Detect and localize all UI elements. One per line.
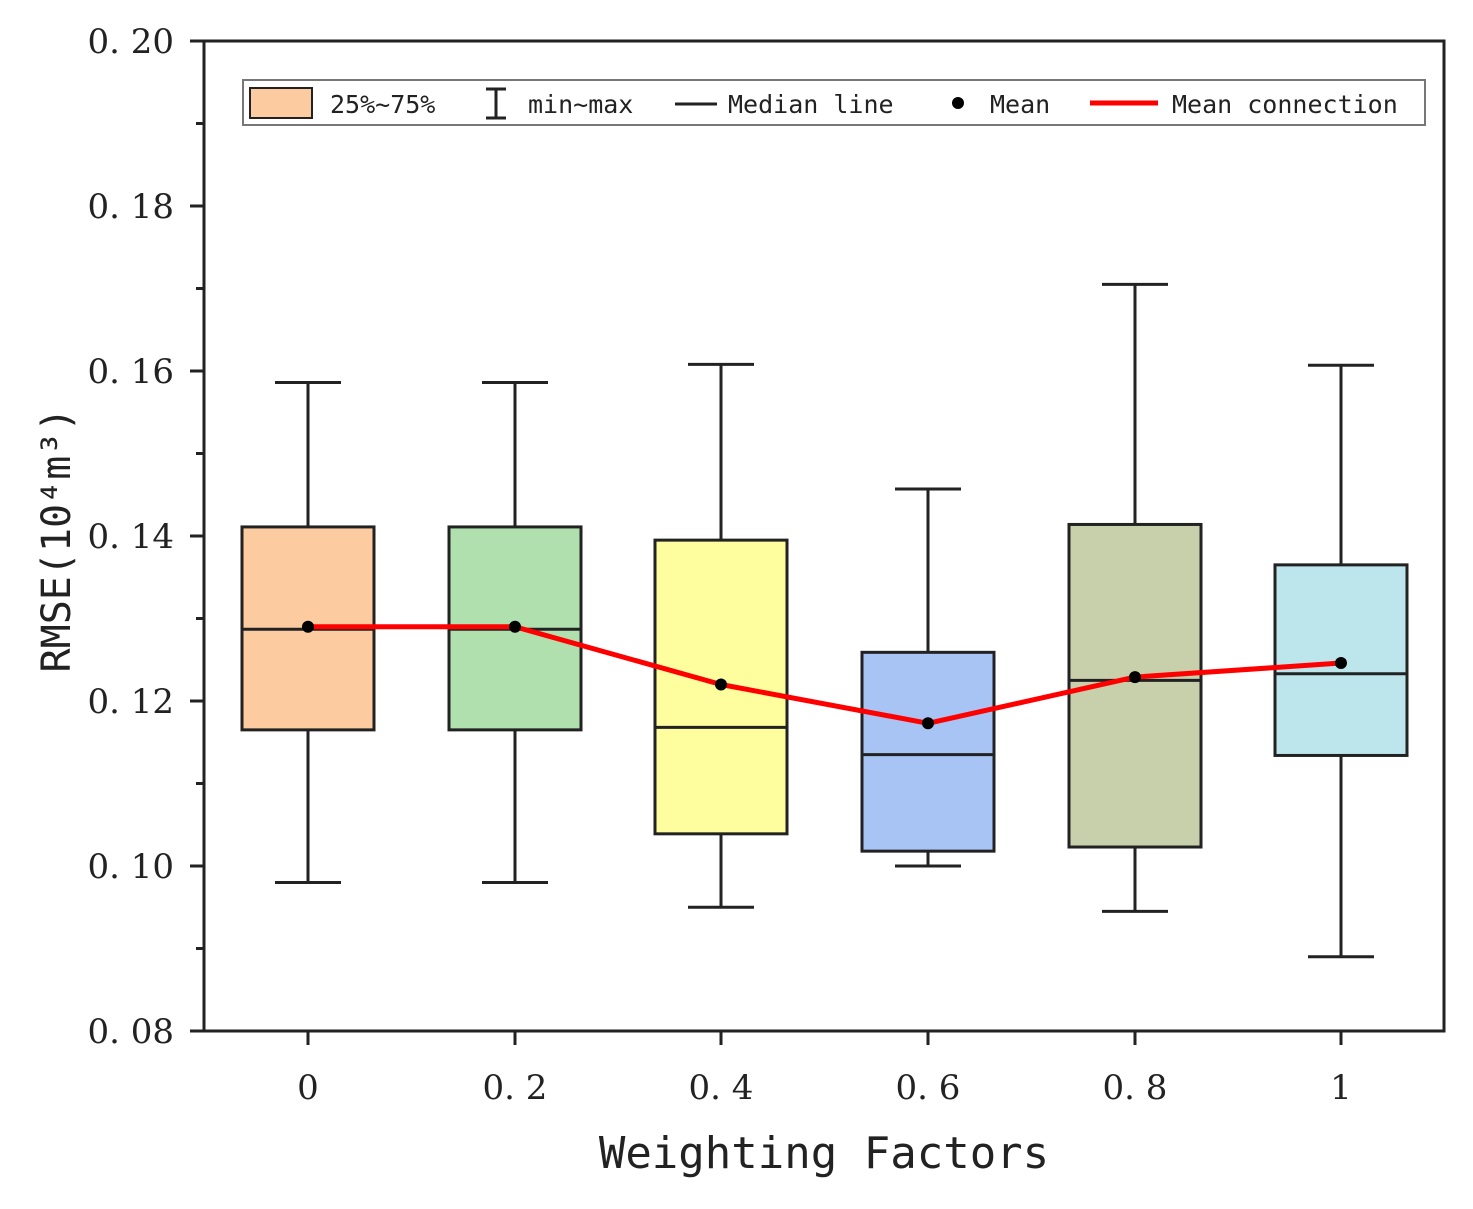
box-group (860, 487, 996, 868)
x-tick-label: 0. 8 (1103, 1068, 1168, 1108)
y-tick-label: 0. 14 (87, 517, 174, 557)
legend: 25%~75% min~max Median line Mean Mean co… (242, 79, 1426, 126)
box-group (653, 362, 789, 909)
mean-point (1335, 657, 1347, 670)
mean-point (302, 620, 314, 633)
mean-point (1129, 671, 1141, 684)
mean-point (922, 717, 934, 730)
x-tick-label: 0. 4 (689, 1068, 754, 1108)
legend-box-swatch (249, 87, 313, 119)
legend-box-label: 25%~75% (330, 90, 435, 119)
y-axis-title-main: RMSE (34, 576, 80, 672)
legend-whisker-label: min~max (528, 90, 633, 119)
y-tick-label: 0. 12 (87, 682, 174, 722)
boxes-layer (240, 282, 1409, 959)
legend-median-label: Median line (728, 90, 894, 119)
x-tick-label: 0 (297, 1068, 319, 1108)
x-tick-label: 1 (1330, 1068, 1352, 1108)
y-tick-label: 0. 18 (87, 187, 174, 227)
box-group (1067, 282, 1203, 913)
y-axis: 0. 08 0. 10 0. 12 0. 14 0. 16 0. 18 0. 20 (87, 22, 204, 1052)
mean-point (715, 678, 727, 691)
mean-layer (302, 620, 1347, 730)
legend-whisker-icon (486, 87, 506, 120)
y-tick-label: 0. 08 (87, 1012, 174, 1052)
y-tick-label: 0. 20 (87, 22, 174, 62)
legend-mean-icon (952, 97, 964, 109)
x-axis-title: Weighting Factors (599, 1128, 1049, 1179)
mean-point (509, 620, 521, 633)
iqr-box (860, 650, 996, 853)
legend-connection-label: Mean connection (1172, 90, 1398, 119)
legend-frame (242, 79, 1426, 126)
y-axis-title: RMSE(10⁴m³) (34, 408, 80, 673)
x-axis: 0 0. 2 0. 4 0. 6 0. 8 1 (297, 1031, 1352, 1108)
x-tick-label: 0. 2 (483, 1068, 548, 1108)
mean-connection-line (308, 624, 1342, 726)
y-axis-title-unit: (10⁴m³) (34, 408, 80, 577)
plot-frame (202, 39, 1446, 1033)
legend-mean-label: Mean (990, 90, 1050, 119)
y-tick-label: 0. 16 (87, 352, 174, 392)
svg-text:RMSE(10⁴m³): RMSE(10⁴m³) (34, 408, 80, 673)
y-tick-label: 0. 10 (87, 847, 174, 887)
x-tick-label: 0. 6 (896, 1068, 961, 1108)
